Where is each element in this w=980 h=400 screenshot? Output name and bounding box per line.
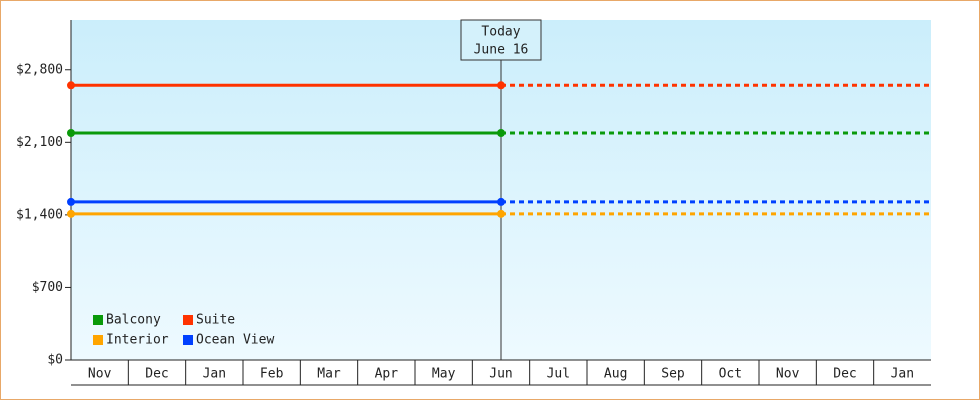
x-tick-label: Nov — [88, 367, 112, 382]
y-tick-label: $2,800 — [16, 62, 63, 77]
today-date: June 16 — [474, 43, 529, 58]
legend-label: Ocean View — [196, 333, 274, 348]
y-tick-label: $700 — [32, 280, 63, 295]
x-tick-label: Dec — [833, 367, 856, 382]
series-point — [67, 81, 75, 90]
y-tick-label: $0 — [47, 353, 63, 368]
series-point — [497, 197, 505, 206]
x-tick-label: Nov — [776, 367, 800, 382]
x-tick-label: Aug — [604, 367, 627, 382]
legend-swatch — [93, 335, 103, 345]
legend-label: Suite — [196, 313, 235, 328]
today-box — [460, 19, 542, 61]
x-tick-label: Jan — [891, 367, 914, 382]
series-point — [497, 81, 505, 90]
x-tick-label: Apr — [375, 367, 399, 382]
x-tick-label: May — [432, 367, 456, 382]
series-point — [497, 128, 505, 137]
series-point — [67, 209, 75, 218]
series-point — [67, 128, 75, 137]
x-tick-label: Mar — [317, 367, 341, 382]
today-label: Today — [481, 25, 520, 40]
legend-label: Balcony — [106, 313, 161, 328]
x-tick-label: Feb — [260, 367, 284, 382]
legend-swatch — [93, 315, 103, 325]
y-tick-label: $1,400 — [16, 207, 63, 222]
legend-label: Interior — [106, 333, 169, 348]
x-tick-label: Jun — [489, 367, 512, 382]
x-tick-label: Jan — [203, 367, 226, 382]
x-tick-label: Jul — [547, 367, 570, 382]
legend-swatch — [183, 315, 193, 325]
legend-swatch — [183, 335, 193, 345]
series-point — [67, 197, 75, 206]
x-tick-label: Dec — [145, 367, 168, 382]
x-tick-label: Oct — [719, 367, 742, 382]
y-tick-label: $2,100 — [16, 135, 63, 150]
x-tick-label: Sep — [661, 367, 685, 382]
series-point — [497, 209, 505, 218]
